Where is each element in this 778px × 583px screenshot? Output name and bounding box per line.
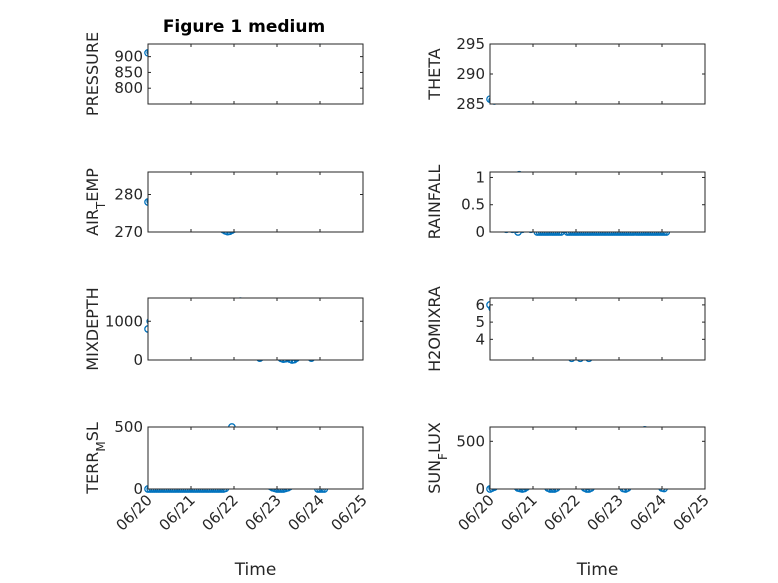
y-tick-label: 1000: [105, 312, 143, 330]
subplot-4: 0 0.5 1 RAINFALL: [425, 165, 706, 241]
axes-frame: [489, 297, 706, 361]
y-tick-label: 1: [475, 168, 485, 186]
x-tick-label: 06/21: [156, 491, 199, 534]
axes-frame: [147, 171, 364, 233]
y-axis-label-subscript: F: [436, 453, 450, 460]
x-tick-label: 06/22: [199, 491, 242, 534]
subplot-6: 456 H2OMIXRA: [425, 286, 706, 372]
y-axis-label: H2OMIXRA: [425, 286, 444, 372]
y-tick-label: 5: [475, 313, 485, 331]
y-tick-label: 270: [114, 223, 143, 241]
y-tick-label: 0: [475, 223, 485, 241]
y-axis-label: MIXDEPTH: [83, 287, 102, 370]
y-tick-label: 500: [456, 432, 485, 450]
y-axis-label: SUNFLUX: [425, 422, 450, 494]
axes-frame: [489, 43, 706, 105]
axes-frame: [147, 426, 364, 490]
y-tick-label: 0: [133, 351, 143, 369]
y-tick-label: 290: [456, 65, 485, 83]
y-axis-label-rest: EMP: [83, 168, 102, 202]
y-axis-label-rest: SL: [83, 422, 102, 441]
x-tick-label: 06/23: [242, 491, 285, 534]
y-axis-label: PRESSURE: [83, 32, 102, 116]
y-axis-label-main: SUN: [425, 460, 444, 494]
y-axis-label: AIRTEMP: [83, 168, 108, 236]
x-tick-label: 06/25: [670, 491, 713, 534]
x-axis-label: Time: [234, 560, 277, 580]
x-axis-label: Time: [576, 560, 619, 580]
y-axis-label: TERRMSL: [83, 422, 108, 495]
y-tick-label: 0: [133, 480, 143, 498]
x-tick-label: 06/24: [285, 491, 328, 534]
axes-frame: [147, 297, 364, 361]
y-tick-label: 500: [114, 418, 143, 436]
y-axis-label-main: TERR: [83, 452, 102, 495]
y-tick-label: 850: [114, 63, 143, 81]
y-axis-label-main: AIR: [83, 209, 102, 236]
y-tick-label: 900: [114, 48, 143, 66]
y-axis-label-subscript: M: [94, 441, 108, 451]
y-axis-label: RAINFALL: [425, 165, 444, 240]
y-axis-label-rest: LUX: [425, 422, 444, 453]
figure-title: Figure 1 medium: [163, 17, 325, 37]
y-tick-label: 6: [475, 296, 485, 314]
y-tick-label: 0: [475, 480, 485, 498]
y-tick-label: 295: [456, 35, 485, 53]
x-tick-label: 06/24: [627, 491, 670, 534]
y-tick-label: 285: [456, 95, 485, 113]
x-tick-label: 06/23: [584, 491, 627, 534]
y-axis-label-subscript: T: [94, 201, 108, 210]
axes-frame: [489, 426, 706, 490]
y-tick-label: 0.5: [461, 196, 485, 214]
axes-frame: [147, 43, 364, 105]
subplot-2: 285 290 295 THETA: [425, 35, 706, 113]
y-tick-label: 800: [114, 79, 143, 97]
y-tick-label: 4: [475, 330, 485, 348]
axes-frame: [489, 171, 706, 233]
x-tick-label: 06/22: [541, 491, 584, 534]
y-axis-label: THETA: [425, 48, 444, 100]
subplot-3: 270 280 AIRTEMP: [83, 168, 364, 241]
x-tick-label: 06/25: [328, 491, 371, 534]
y-tick-label: 280: [114, 186, 143, 204]
x-tick-label: 06/21: [498, 491, 541, 534]
